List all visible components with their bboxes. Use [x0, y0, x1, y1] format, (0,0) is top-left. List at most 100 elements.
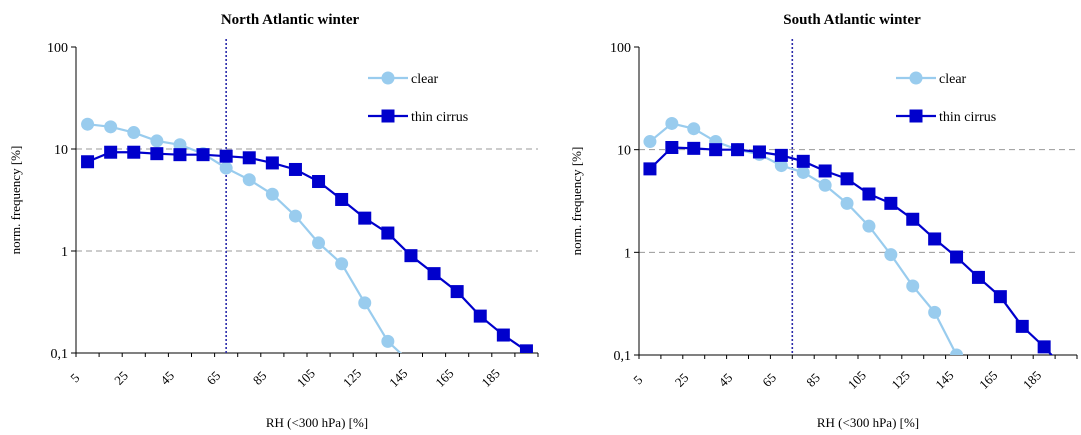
legend: clear thin cirrus	[896, 71, 996, 125]
point-clear	[404, 356, 417, 369]
point-thin-cirrus	[1015, 319, 1029, 333]
point-thin-cirrus	[173, 148, 187, 162]
legend-label: clear	[939, 72, 967, 87]
legend: clear thin cirrus	[368, 71, 468, 125]
x-tick-label: 145	[932, 368, 956, 392]
point-thin-cirrus	[381, 226, 395, 240]
legend-label: thin cirrus	[939, 110, 996, 125]
point-thin-cirrus	[687, 141, 701, 155]
x-tick-label: 125	[340, 366, 364, 390]
x-tick-label: 65	[204, 368, 224, 388]
point-thin-cirrus	[971, 270, 985, 284]
chart-title: North Atlantic winter	[221, 12, 360, 28]
point-thin-cirrus	[450, 285, 464, 299]
point-thin-cirrus	[993, 290, 1007, 304]
series-line-clear	[649, 122, 958, 355]
x-tick-label: 65	[759, 370, 779, 390]
point-clear	[862, 219, 876, 233]
point-clear	[81, 117, 95, 131]
point-thin-cirrus	[884, 196, 898, 210]
x-tick-label: 145	[386, 366, 410, 390]
point-clear	[104, 120, 118, 134]
x-tick-label: 125	[888, 368, 912, 392]
x-tick-label: 105	[294, 366, 318, 390]
point-thin-cirrus	[312, 175, 326, 189]
y-axis-label: norm. frequency [%]	[8, 146, 23, 255]
point-thin-cirrus	[862, 187, 876, 201]
point-thin-cirrus	[104, 145, 118, 159]
point-clear	[288, 209, 302, 223]
y-axis-label: norm. frequency [%]	[569, 147, 584, 256]
point-clear	[335, 257, 349, 271]
point-thin-cirrus	[265, 156, 279, 170]
point-clear	[219, 161, 233, 175]
legend-marker-square	[909, 109, 923, 123]
y-tick-label: 100	[610, 41, 631, 56]
point-thin-cirrus	[81, 155, 95, 169]
point-clear	[959, 364, 972, 377]
point-clear	[818, 178, 832, 192]
y-tick-label: 100	[47, 41, 68, 56]
y-tick-label: 10	[617, 144, 631, 159]
point-thin-cirrus	[840, 172, 854, 186]
x-tick-label: 185	[478, 366, 502, 390]
point-clear	[312, 236, 326, 250]
point-clear	[928, 305, 942, 319]
x-tick-label: 85	[803, 370, 823, 390]
plot-area	[643, 116, 1073, 377]
point-clear	[796, 165, 810, 179]
point-clear	[242, 173, 256, 187]
x-axis-label: RH (<300 hPa) [%]	[266, 415, 368, 430]
series-line-thin-cirrus	[649, 146, 1054, 355]
x-tick-label: 185	[1020, 368, 1044, 392]
x-tick-label: 105	[845, 368, 869, 392]
point-thin-cirrus	[219, 149, 233, 163]
chart-south-atlantic: South Atlantic winter 0,1 1 10 100 5 25 45 65 85 1…	[569, 12, 1078, 430]
x-tick-label: 45	[157, 368, 177, 388]
point-thin-cirrus	[427, 267, 441, 281]
point-thin-cirrus	[242, 151, 256, 165]
point-thin-cirrus	[752, 145, 766, 159]
y-tick-label: 10	[54, 143, 68, 158]
point-thin-cirrus	[818, 164, 832, 178]
point-clear	[265, 187, 279, 201]
x-tick-label: 45	[716, 370, 736, 390]
x-tick-label: 165	[976, 368, 1000, 392]
point-thin-cirrus	[335, 192, 349, 206]
x-tick-label: 25	[672, 370, 692, 390]
point-clear	[906, 279, 920, 293]
point-thin-cirrus	[950, 250, 964, 264]
point-thin-cirrus	[709, 143, 723, 157]
legend-label: thin cirrus	[411, 110, 468, 125]
chart-north-atlantic: North Atlantic winter 0,1 1 10 100 5 25 45 65 85 1…	[8, 12, 539, 430]
x-tick-label: 5	[630, 372, 645, 387]
point-thin-cirrus	[796, 154, 810, 168]
y-tick-label: 1	[624, 246, 631, 261]
plot-area	[81, 117, 533, 369]
point-thin-cirrus	[473, 309, 487, 323]
point-clear	[381, 334, 395, 348]
point-clear	[127, 126, 141, 140]
point-thin-cirrus	[928, 232, 942, 246]
point-thin-cirrus	[1060, 364, 1073, 377]
point-thin-cirrus	[643, 162, 657, 176]
point-thin-cirrus	[288, 162, 302, 176]
point-thin-cirrus	[665, 140, 679, 154]
x-axis-label: RH (<300 hPa) [%]	[817, 415, 919, 430]
x-tick-label: 165	[432, 366, 456, 390]
legend-marker-circle	[909, 71, 923, 85]
y-tick-label: 0,1	[51, 347, 69, 362]
point-thin-cirrus	[906, 212, 920, 226]
point-clear	[950, 348, 964, 355]
point-clear	[774, 159, 788, 173]
legend-marker-circle	[381, 71, 395, 85]
point-thin-cirrus	[358, 211, 372, 225]
legend-label: clear	[411, 72, 439, 87]
point-thin-cirrus	[496, 328, 510, 342]
point-thin-cirrus	[774, 148, 788, 162]
point-clear	[665, 116, 679, 130]
point-clear	[884, 248, 898, 262]
x-tick-label: 5	[67, 370, 82, 385]
point-clear	[173, 138, 187, 152]
